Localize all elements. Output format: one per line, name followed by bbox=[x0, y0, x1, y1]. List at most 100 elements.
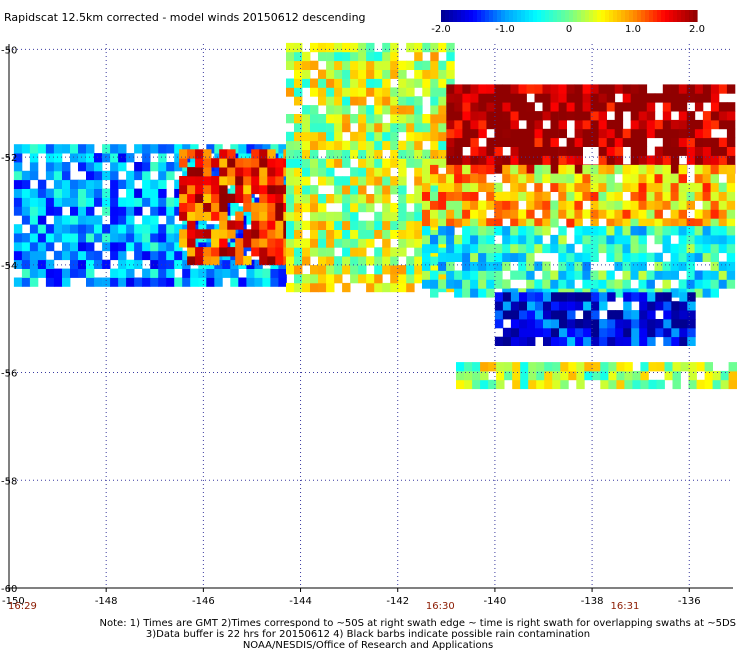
time-label: 16:31 bbox=[611, 601, 640, 612]
heatmap-cell bbox=[182, 144, 191, 154]
heatmap-cell bbox=[526, 252, 535, 262]
heatmap-cell bbox=[13, 233, 23, 243]
heatmap-cell bbox=[334, 229, 343, 239]
heatmap-cell bbox=[462, 191, 471, 201]
heatmap-cell bbox=[702, 128, 712, 139]
heatmap-cell bbox=[646, 111, 656, 121]
heatmap-cell bbox=[559, 327, 568, 338]
heatmap-cell bbox=[710, 200, 719, 210]
heatmap-cell bbox=[190, 162, 199, 172]
heatmap-cell bbox=[519, 301, 528, 311]
heatmap-cell bbox=[535, 327, 544, 338]
heatmap-cell bbox=[267, 184, 276, 195]
heatmap-cell bbox=[718, 226, 728, 236]
heatmap-cell bbox=[662, 119, 672, 130]
heatmap-cell bbox=[179, 184, 188, 195]
heatmap-cell bbox=[678, 209, 687, 219]
colorbar-segment bbox=[669, 10, 674, 22]
heatmap-cell bbox=[702, 209, 711, 219]
heatmap-cell bbox=[254, 268, 263, 278]
heatmap-cell bbox=[302, 60, 311, 70]
heatmap-cell bbox=[275, 167, 284, 177]
heatmap-cell bbox=[528, 362, 537, 372]
heatmap-cell bbox=[688, 379, 697, 390]
heatmap-cell bbox=[446, 146, 455, 156]
heatmap-cell bbox=[687, 327, 696, 338]
heatmap-cell bbox=[534, 200, 543, 210]
heatmap-cell bbox=[702, 164, 711, 175]
heatmap-cell bbox=[182, 268, 191, 278]
heatmap-cell bbox=[29, 170, 39, 181]
heatmap-cell bbox=[446, 111, 455, 121]
heatmap-cell bbox=[583, 292, 592, 302]
heatmap-cell bbox=[678, 146, 688, 156]
heatmap-cell bbox=[550, 200, 559, 210]
heatmap-cell bbox=[726, 252, 736, 262]
heatmap-cell bbox=[718, 234, 728, 245]
heatmap-cell bbox=[679, 301, 688, 311]
heatmap-cell bbox=[310, 211, 319, 222]
heatmap-cell bbox=[45, 162, 55, 172]
heatmap-cell bbox=[686, 261, 695, 271]
heatmap-cell bbox=[544, 379, 553, 390]
heatmap-cell bbox=[414, 256, 423, 266]
heatmap-cell bbox=[126, 241, 135, 252]
heatmap-cell bbox=[679, 336, 688, 346]
heatmap-cell bbox=[235, 211, 244, 221]
heatmap-cell bbox=[574, 234, 583, 245]
heatmap-cell bbox=[590, 191, 599, 201]
heatmap-cell bbox=[374, 247, 383, 257]
heatmap-cell bbox=[510, 128, 519, 139]
heatmap-cell bbox=[654, 93, 664, 103]
heatmap-cell bbox=[286, 202, 295, 213]
heatmap-cell bbox=[235, 167, 244, 177]
heatmap-cell bbox=[398, 140, 407, 150]
heatmap-cell bbox=[243, 255, 252, 266]
heatmap-cell bbox=[267, 247, 276, 257]
heatmap-cell bbox=[195, 176, 204, 186]
heatmap-cell bbox=[631, 292, 640, 302]
heatmap-cell bbox=[142, 179, 151, 189]
heatmap-cell bbox=[150, 215, 159, 225]
heatmap-cell bbox=[518, 270, 527, 280]
heatmap-cell bbox=[158, 153, 167, 163]
heatmap-cell bbox=[655, 319, 664, 329]
heatmap-cell bbox=[326, 60, 335, 70]
heatmap-cell bbox=[526, 84, 535, 94]
heatmap-cell bbox=[318, 158, 327, 168]
heatmap-cell bbox=[86, 144, 95, 154]
heatmap-cell bbox=[302, 202, 311, 213]
heatmap-cell bbox=[13, 241, 23, 252]
heatmap-cell bbox=[598, 146, 607, 156]
heatmap-cell bbox=[576, 362, 585, 372]
heatmap-cell bbox=[142, 277, 151, 287]
heatmap-cell bbox=[422, 69, 431, 79]
heatmap-cell bbox=[382, 194, 391, 204]
heatmap-cell bbox=[438, 149, 447, 159]
heatmap-cell bbox=[318, 122, 327, 133]
heatmap-cell bbox=[243, 158, 252, 168]
heatmap-cell bbox=[187, 229, 196, 239]
heatmap-cell bbox=[486, 84, 495, 94]
heatmap-cell bbox=[639, 336, 648, 346]
heatmap-cell bbox=[414, 131, 423, 142]
heatmap-cell bbox=[430, 140, 439, 150]
heatmap-cell bbox=[374, 105, 383, 115]
heatmap-cell bbox=[310, 140, 319, 150]
colorbar-segment bbox=[645, 10, 650, 22]
heatmap-cell bbox=[614, 200, 623, 210]
heatmap-cell bbox=[462, 261, 471, 271]
heatmap-cell bbox=[519, 336, 528, 346]
heatmap-cell bbox=[166, 268, 175, 278]
heatmap-cell bbox=[534, 243, 543, 254]
heatmap-cell bbox=[510, 93, 519, 103]
heatmap-cell bbox=[647, 310, 656, 320]
heatmap-cell bbox=[558, 119, 567, 130]
heatmap-cell bbox=[454, 209, 463, 219]
heatmap-cell bbox=[710, 84, 720, 94]
colorbar-segment bbox=[585, 10, 590, 22]
heatmap-cell bbox=[254, 277, 263, 287]
heatmap-cell bbox=[374, 194, 383, 204]
heatmap-cell bbox=[350, 265, 359, 275]
heatmap-cell bbox=[478, 270, 487, 280]
